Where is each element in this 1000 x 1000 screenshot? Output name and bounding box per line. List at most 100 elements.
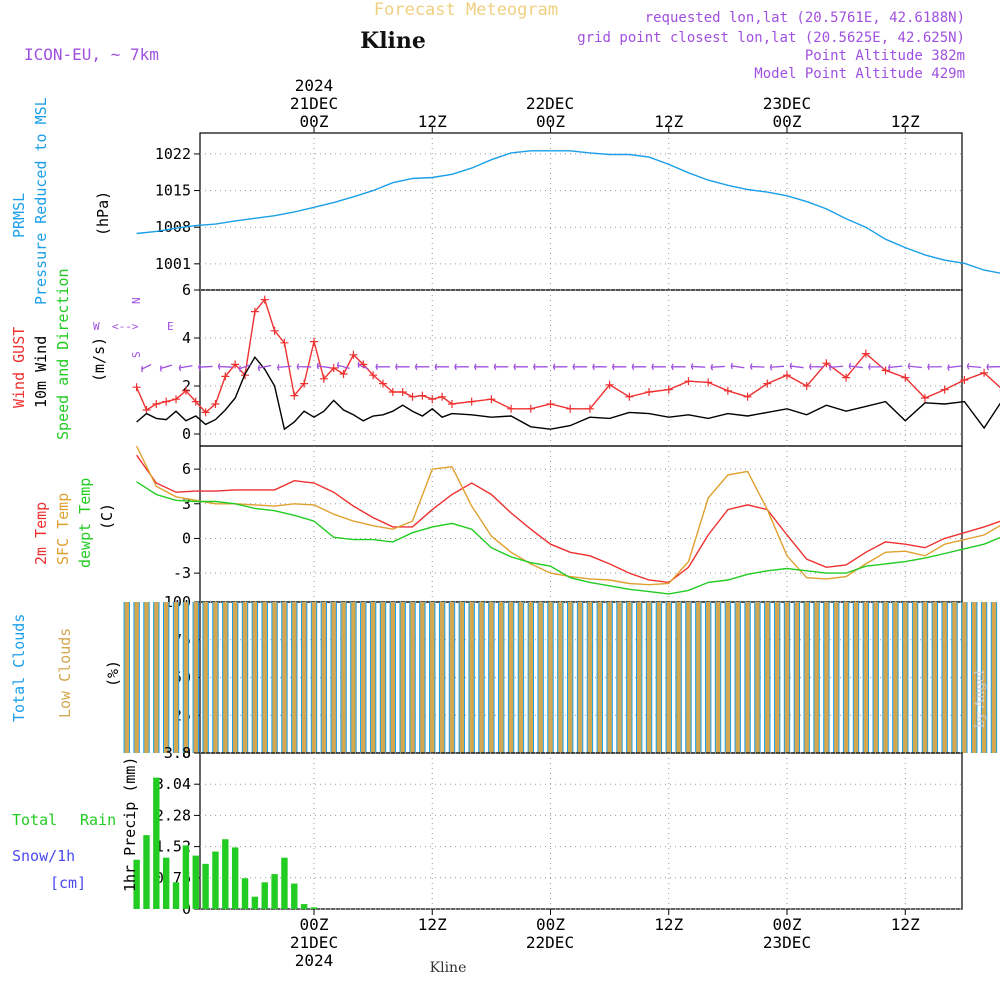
pressure-ytick-label-0: 1001 <box>155 255 191 273</box>
clouds-bar-low-clouds <box>568 602 573 753</box>
clouds-bar-low-clouds <box>814 602 819 753</box>
clouds-bar-low-clouds <box>183 602 189 753</box>
clouds-bar-low-clouds <box>548 602 553 753</box>
gust-marker <box>280 338 289 347</box>
clouds-bar-low-clouds <box>962 602 967 753</box>
temp-unit: (C) <box>98 503 116 530</box>
clouds-bar-low-clouds <box>430 602 435 753</box>
gust-marker <box>319 374 328 383</box>
clouds-bar-low-clouds <box>420 602 425 753</box>
bottom-tick-label-2: 00Z <box>536 915 565 934</box>
direction-arrow <box>651 363 666 371</box>
clouds-bar-low-clouds <box>755 602 760 753</box>
gust-marker <box>467 397 476 406</box>
direction-arrow <box>611 363 627 371</box>
precip-bar-total-rain <box>172 882 180 909</box>
clouds-bar-low-clouds <box>311 602 317 753</box>
clouds-bar-low-clouds <box>636 602 642 753</box>
direction-arrow <box>473 363 489 371</box>
wind-unit: (m/s) <box>90 337 108 382</box>
bottom-tick-label-1: 12Z <box>418 915 447 934</box>
precip-frame <box>199 752 963 910</box>
snow-label: Snow/1h <box>12 847 75 865</box>
direction-arrow <box>907 362 922 370</box>
precip-bar-total-rain <box>162 857 170 909</box>
gust-marker <box>901 373 910 382</box>
direction-arrow <box>710 363 726 371</box>
clouds-bar-low-clouds <box>853 602 859 753</box>
low-clouds-label: Low Clouds <box>56 628 74 718</box>
clouds-bar-low-clouds <box>715 602 721 753</box>
precip-panel: 00.761.522.283.043.8 <box>133 744 963 918</box>
clouds-bar-low-clouds <box>617 602 622 753</box>
top-date-1: 21DEC <box>290 94 338 113</box>
direction-arrow <box>552 363 568 371</box>
dewpt-label: dewpt Temp <box>76 478 94 568</box>
direction-arrow <box>141 363 152 373</box>
bottom-date-2: 22DEC <box>526 933 574 952</box>
clouds-bar-low-clouds <box>272 602 277 753</box>
gust-marker <box>349 350 358 359</box>
precip-bar-total-rain <box>143 835 150 909</box>
direction-arrow <box>887 364 903 371</box>
clouds-bar-low-clouds <box>439 602 445 753</box>
gust-marker <box>920 394 929 402</box>
wind-label: 10m Wind <box>32 336 50 408</box>
clouds-bar-low-clouds <box>577 602 583 753</box>
temp-labels: 2m Temp SFC Temp dewpt Temp (C) <box>32 478 116 568</box>
clouds-bar-low-clouds <box>449 602 455 753</box>
precip-bar-total-rain <box>271 874 278 909</box>
clouds-bar-low-clouds <box>213 602 218 753</box>
direction-arrow <box>395 363 410 371</box>
cloud-labels: Total Clouds Low Clouds (%) <box>10 614 122 722</box>
clouds-bar-low-clouds <box>686 602 691 753</box>
top-year: 2024 <box>295 76 334 95</box>
chart-subtitle: Forecast Meteogram <box>374 0 558 20</box>
clouds-bar-low-clouds <box>824 602 829 753</box>
clouds-bar-low-clouds <box>262 602 267 753</box>
temp-series-2 <box>136 481 1000 595</box>
sfc-label: SFC Temp <box>54 493 72 565</box>
gust-marker <box>980 368 989 377</box>
precip-bar-total-rain <box>192 855 199 909</box>
clouds-bar-low-clouds <box>499 602 504 753</box>
direction-arrow <box>198 363 213 371</box>
gust-marker <box>566 404 575 413</box>
total-clouds-label: Total Clouds <box>10 614 28 722</box>
compass-n: N <box>130 297 143 304</box>
pressure-labels: PRMSL Pressure Reduced to MSL (hPa) <box>10 97 112 305</box>
clouds-bar-low-clouds <box>666 602 671 753</box>
temp-series-1 <box>135 445 1000 586</box>
wind-labels: Wind GUST 10m Wind Speed and Direction (… <box>10 268 174 440</box>
gust-marker <box>181 386 190 395</box>
direction-arrow <box>276 364 292 371</box>
gust-marker <box>290 391 299 400</box>
direction-arrow <box>238 364 251 372</box>
gust-marker <box>664 385 673 394</box>
gust-marker <box>300 379 309 388</box>
clouds-bar-low-clouds <box>173 602 179 753</box>
direction-arrow <box>769 363 785 371</box>
clouds-bar-low-clouds <box>351 602 356 753</box>
clouds-bar-low-clouds <box>863 602 869 753</box>
gust-marker <box>625 392 634 401</box>
clouds-bar-low-clouds <box>991 602 997 753</box>
clouds-bar-low-clouds <box>390 602 396 753</box>
direction-arrow <box>513 363 528 371</box>
precip-ytick-label-5: 3.8 <box>164 744 191 762</box>
precip-bar-total-rain <box>133 859 140 909</box>
clouds-bar-low-clouds <box>922 602 928 753</box>
gust-marker <box>526 404 535 413</box>
gust-marker <box>507 404 516 413</box>
compass-arrows: <--> <box>112 320 139 333</box>
gust-marker <box>960 376 969 384</box>
direction-arrow <box>316 362 331 370</box>
clouds-bar-low-clouds <box>242 602 248 753</box>
gust-marker <box>438 392 447 401</box>
clouds-bar-low-clouds <box>282 602 287 753</box>
clouds-bar-low-clouds <box>873 602 878 753</box>
gust-marker <box>684 377 693 386</box>
clouds-bar-low-clouds <box>981 602 987 753</box>
gust-marker <box>783 371 791 380</box>
precip-bar-total-rain <box>202 863 209 909</box>
